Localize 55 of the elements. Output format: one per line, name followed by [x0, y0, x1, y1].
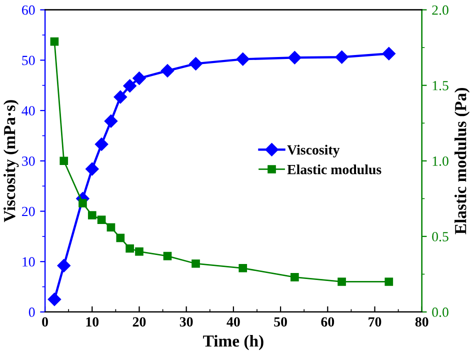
point	[86, 162, 99, 176]
x-tick-label: 20	[132, 317, 146, 327]
point	[338, 278, 346, 286]
point	[106, 223, 116, 232]
x-tick-label: 50	[274, 317, 287, 327]
point	[88, 211, 96, 220]
y2-tick-label: 2.0	[432, 5, 448, 15]
point	[163, 252, 172, 260]
x-tick-label: 70	[368, 317, 382, 327]
y2-tick-label: 0.5	[432, 232, 448, 242]
x-tick-label: 0	[42, 317, 48, 327]
point	[94, 138, 108, 151]
x-tick-label: 40	[226, 317, 240, 327]
legend-label: Viscosity	[287, 144, 340, 158]
y-tick-label: 20	[22, 206, 35, 216]
point	[290, 273, 299, 282]
y-tick-label: 60	[22, 5, 35, 15]
x-tick-label: 10	[86, 317, 99, 327]
point	[135, 247, 144, 256]
point	[48, 292, 62, 306]
point	[104, 114, 118, 128]
point	[114, 90, 127, 104]
point	[189, 57, 202, 70]
point	[335, 50, 348, 64]
legend-label: Elastic modulus	[287, 164, 382, 174]
x-axis-title: Time (h)	[203, 334, 264, 350]
point	[50, 37, 59, 46]
point	[236, 52, 250, 66]
point	[288, 51, 302, 64]
y-axis-title: Viscosity (mPa·s)	[3, 100, 19, 222]
point	[57, 259, 70, 272]
point	[116, 234, 125, 242]
point	[60, 156, 68, 166]
point	[238, 264, 248, 272]
point	[160, 64, 174, 78]
x-tick-label: 80	[415, 317, 428, 327]
point	[126, 244, 134, 253]
y-tick-label: 30	[22, 156, 35, 166]
point	[97, 216, 106, 224]
x-tick-label: 30	[180, 317, 193, 327]
point	[123, 79, 136, 92]
y2-axis-title: Elastic modulus (Pa)	[454, 88, 470, 234]
point	[384, 278, 394, 286]
y-tick-label: 0	[28, 308, 35, 317]
point	[382, 47, 396, 60]
y-tick-label: 50	[22, 56, 35, 66]
x-tick-label: 60	[321, 317, 334, 327]
y-tick-label: 10	[22, 257, 35, 267]
y2-tick-label: 1.0	[432, 156, 448, 166]
y2-tick-label: 0.0	[432, 308, 448, 317]
y2-tick-label: 1.5	[432, 81, 448, 90]
point	[132, 72, 146, 85]
y-tick-label: 40	[22, 106, 35, 116]
point	[192, 259, 200, 268]
point	[78, 199, 87, 208]
